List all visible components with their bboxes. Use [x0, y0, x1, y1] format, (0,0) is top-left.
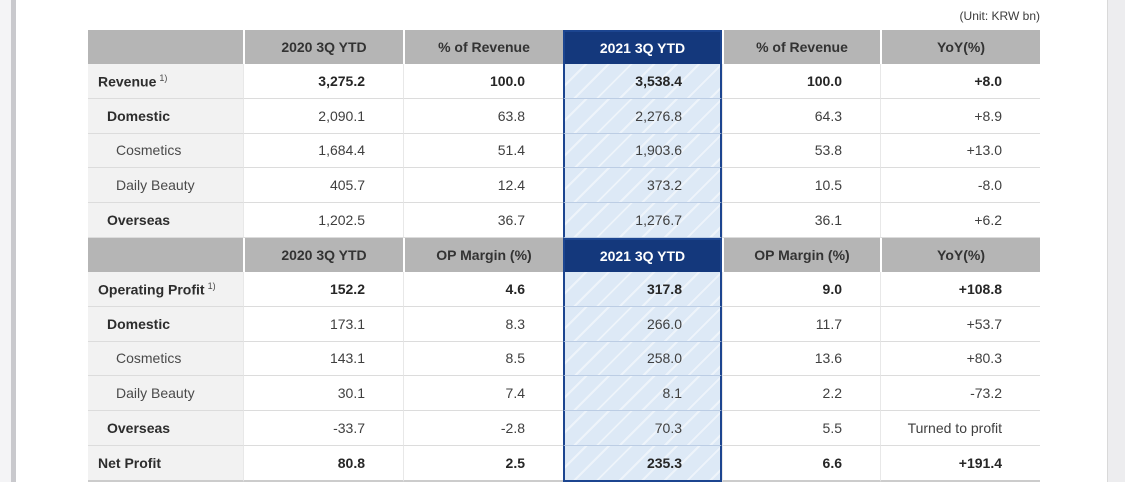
cell-value: 51.4 — [403, 133, 563, 169]
cell-value: 143.1 — [243, 341, 403, 377]
header-blank-cell — [88, 30, 243, 64]
table-row: Cosmetics 143.1 8.5 258.0 13.6 +80.3 — [88, 341, 1040, 377]
cell-value: 2,276.8 — [563, 98, 722, 134]
row-label: Daily Beauty — [88, 376, 243, 412]
column-header: OP Margin (%) — [403, 237, 563, 272]
cell-value: 258.0 — [563, 341, 722, 377]
cell-value: 152.2 — [243, 271, 403, 307]
cell-value: +53.7 — [880, 306, 1040, 342]
cell-value: 235.3 — [563, 445, 722, 482]
column-header: YoY(%) — [880, 237, 1040, 272]
cell-value: -33.7 — [243, 411, 403, 446]
header-blank-cell — [88, 237, 243, 272]
cell-value: 2,090.1 — [243, 98, 403, 134]
cell-value: 173.1 — [243, 306, 403, 342]
row-label: Domestic — [88, 306, 243, 342]
column-header: 2020 3Q YTD — [243, 237, 403, 272]
cell-value: +8.9 — [880, 98, 1040, 134]
cell-value: 1,684.4 — [243, 133, 403, 169]
cell-value: 7.4 — [403, 376, 563, 412]
cell-value: +8.0 — [880, 64, 1040, 99]
cell-value: 8.5 — [403, 341, 563, 377]
cell-value: 266.0 — [563, 306, 722, 342]
table-row: Domestic 2,090.1 63.8 2,276.8 64.3 +8.9 — [88, 98, 1040, 134]
scrollbar-track[interactable] — [1107, 0, 1125, 482]
cell-value: 317.8 — [563, 271, 722, 307]
cell-value: 1,276.7 — [563, 203, 722, 238]
footnote-marker: 1) — [159, 72, 168, 83]
row-label: Revenue 1) — [88, 64, 243, 99]
cell-value: 100.0 — [403, 64, 563, 99]
cell-value: 5.5 — [722, 411, 880, 446]
cell-value: 8.3 — [403, 306, 563, 342]
cell-value: Turned to profit — [880, 411, 1040, 446]
row-label: Net Profit — [88, 445, 243, 482]
table-row: Revenue 1) 3,275.2 100.0 3,538.4 100.0 +8.0 — [88, 64, 1040, 99]
financial-results-table: 2020 3Q YTD% of Revenue 2021 3Q YTD% of R… — [88, 30, 1040, 482]
cell-value: +108.8 — [880, 271, 1040, 307]
cell-value: 36.1 — [722, 203, 880, 238]
cell-value: 10.5 — [722, 168, 880, 204]
table-row: Overseas 1,202.5 36.7 1,276.7 36.1 +6.2 — [88, 203, 1040, 238]
table-row: Net Profit 80.8 2.5 235.3 6.6 +191.4 — [88, 445, 1040, 482]
column-header: 2020 3Q YTD — [243, 30, 403, 64]
cell-value: 11.7 — [722, 306, 880, 342]
page-left-edge-bar — [11, 0, 16, 482]
cell-value: 2.5 — [403, 445, 563, 482]
cell-value: +191.4 — [880, 445, 1040, 482]
cell-value: 1,903.6 — [563, 133, 722, 169]
column-header: YoY(%) — [880, 30, 1040, 64]
cell-value: -8.0 — [880, 168, 1040, 204]
row-label: Cosmetics — [88, 133, 243, 169]
cell-value: 3,275.2 — [243, 64, 403, 99]
cell-value: 63.8 — [403, 98, 563, 134]
cell-value: 36.7 — [403, 203, 563, 238]
unit-note: (Unit: KRW bn) — [959, 9, 1040, 23]
cell-value: 373.2 — [563, 168, 722, 204]
table-row: Daily Beauty 30.1 7.4 8.1 2.2 -73.2 — [88, 376, 1040, 412]
cell-value: 1,202.5 — [243, 203, 403, 238]
header-row: 2020 3Q YTD% of Revenue 2021 3Q YTD% of R… — [88, 30, 1040, 64]
cell-value: 100.0 — [722, 64, 880, 99]
row-label: Operating Profit 1) — [88, 271, 243, 307]
cell-value: 405.7 — [243, 168, 403, 204]
cell-value: 3,538.4 — [563, 64, 722, 99]
row-label: Overseas — [88, 203, 243, 238]
cell-value: 70.3 — [563, 411, 722, 446]
cell-value: 12.4 — [403, 168, 563, 204]
cell-value: 13.6 — [722, 341, 880, 377]
table-row: Cosmetics 1,684.4 51.4 1,903.6 53.8 +13.0 — [88, 133, 1040, 169]
page-left-gutter — [0, 0, 11, 482]
table-row: Domestic 173.1 8.3 266.0 11.7 +53.7 — [88, 306, 1040, 342]
column-header: % of Revenue — [403, 30, 563, 64]
cell-value: 6.6 — [722, 445, 880, 482]
header-row: 2020 3Q YTD OP Margin (%) 2021 3Q YTD OP Ma… — [88, 237, 1040, 272]
cell-value: 30.1 — [243, 376, 403, 412]
cell-value: -73.2 — [880, 376, 1040, 412]
cell-value: 64.3 — [722, 98, 880, 134]
cell-value: +80.3 — [880, 341, 1040, 377]
cell-value: 80.8 — [243, 445, 403, 482]
cell-value: 53.8 — [722, 133, 880, 169]
cell-value: -2.8 — [403, 411, 563, 446]
cell-value: 2.2 — [722, 376, 880, 412]
footnote-marker: 1) — [207, 280, 216, 291]
row-label: Cosmetics — [88, 341, 243, 377]
row-label: Overseas — [88, 411, 243, 446]
table-row: Overseas -33.7 -2.8 70.3 5.5 Turned to profit — [88, 411, 1040, 446]
column-header: % of Revenue — [722, 30, 880, 64]
table-row: Operating Profit 1) 152.2 4.6 317.8 9.0 +108.8 — [88, 271, 1040, 307]
column-header: OP Margin (%) — [722, 237, 880, 272]
cell-value: +13.0 — [880, 133, 1040, 169]
column-header: 2021 3Q YTD — [563, 30, 722, 64]
cell-value: 4.6 — [403, 271, 563, 307]
table-row: Daily Beauty 405.7 12.4 373.2 10.5 -8.0 — [88, 168, 1040, 204]
row-label: Daily Beauty — [88, 168, 243, 204]
cell-value: +6.2 — [880, 203, 1040, 238]
cell-value: 9.0 — [722, 271, 880, 307]
cell-value: 8.1 — [563, 376, 722, 412]
column-header: 2021 3Q YTD — [563, 237, 722, 272]
row-label: Domestic — [88, 98, 243, 134]
